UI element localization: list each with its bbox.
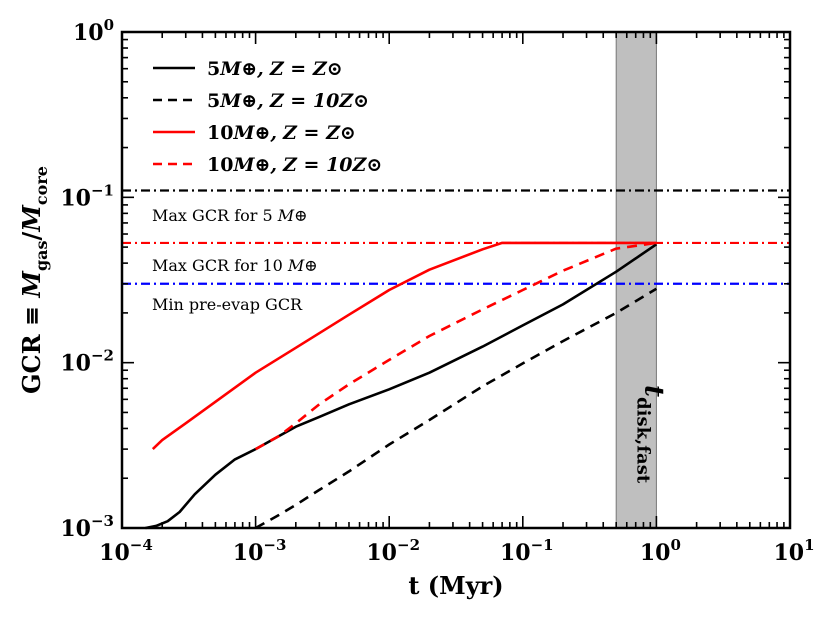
y-tick-label: 100 (73, 16, 114, 46)
series-line-2 (151, 241, 657, 451)
y-tick-label: 10−2 (60, 347, 114, 377)
legend-label-5me-zsun: 5M⊕, Z = Z⊙ (207, 58, 343, 80)
series-line-1 (254, 287, 658, 530)
x-tick-label: 100 (640, 536, 681, 566)
x-tick-label: 101 (773, 536, 814, 566)
legend: 5M⊕, Z = Z⊙ 5M⊕, Z = 10Z⊙ 10M⊕, Z = Z⊙ 10M⊕… (153, 58, 382, 176)
disk-lifetime-band (615, 31, 657, 529)
y-axis-title: GCR ≡ Mgas/Mcore (17, 166, 51, 394)
plot-frame (120, 30, 792, 530)
min-pre-evap-gcr-label: Min pre-evap GCR (152, 295, 303, 314)
x-tick-label: 10−1 (500, 536, 554, 566)
series-line-0 (145, 243, 658, 530)
x-axis-title: t (Myr) (408, 571, 503, 600)
disk-lifetime-label: tdisk,fast (632, 385, 668, 484)
max-gcr-10-label: Max GCR for 10 M⊕ (152, 256, 318, 275)
y-tick-label: 10−1 (60, 181, 114, 211)
x-tick-label: 10−3 (233, 536, 287, 566)
max-gcr-5-label: Max GCR for 5 M⊕ (152, 206, 308, 225)
x-tick-label: 10−4 (99, 536, 153, 566)
x-tick-label: 10−2 (366, 536, 420, 566)
series-line-3 (254, 241, 657, 451)
legend-label-10me-10zsun: 10M⊕, Z = 10Z⊙ (207, 154, 382, 176)
y-tick-label: 10−3 (60, 512, 114, 542)
legend-label-5me-10zsun: 5M⊕, Z = 10Z⊙ (207, 90, 369, 112)
legend-label-10me-zsun: 10M⊕, Z = Z⊙ (207, 122, 356, 144)
